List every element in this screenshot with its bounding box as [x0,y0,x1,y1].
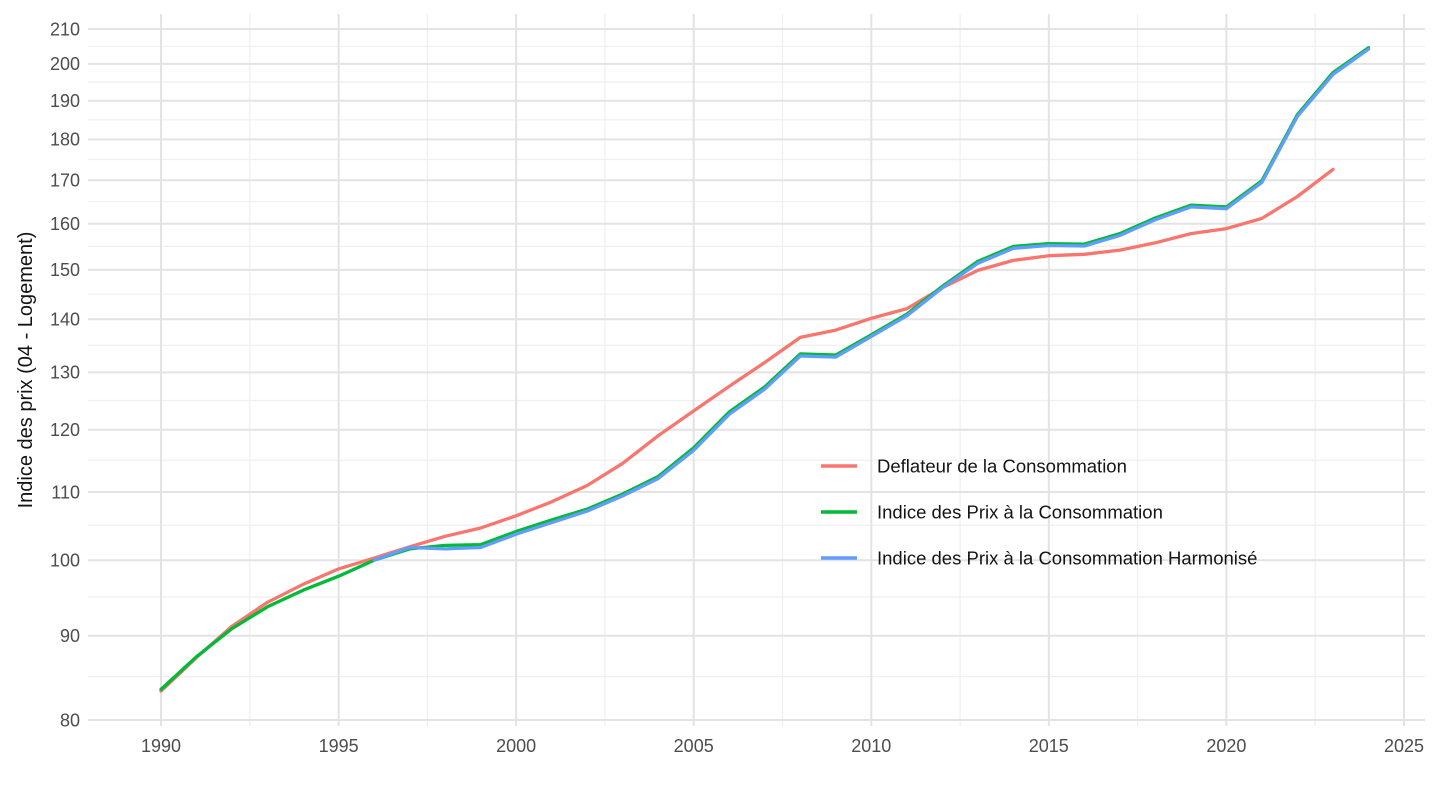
series-line-deflateur [159,167,1335,693]
y-tick-label: 140 [50,310,80,330]
legend-label-ipc: Indice des Prix à la Consommation [877,501,1163,522]
y-tick-label: 190 [50,91,80,111]
x-tick-label: 2020 [1206,736,1246,756]
y-axis-tick-labels: 80 90 100 110 120 130 140 150 160 170 180 190 200 210 [50,19,80,730]
series-lines [159,46,1371,693]
x-tick-label: 2010 [851,736,891,756]
gridlines-major [88,14,1425,726]
y-tick-label: 100 [50,551,80,571]
y-tick-label: 90 [60,626,80,646]
y-tick-label: 130 [50,363,80,383]
legend-label-deflateur: Deflateur de la Consommation [877,455,1127,476]
x-tick-label: 2005 [674,736,714,756]
y-tick-label: 160 [50,214,80,234]
y-tick-label: 170 [50,171,80,191]
x-axis-tick-labels: 1990 1995 2000 2005 2010 2015 2020 2025 [141,736,1424,756]
x-tick-label: 2025 [1384,736,1424,756]
series-line-ipc [159,46,1371,692]
y-tick-label: 120 [50,420,80,440]
legend-label-ipch: Indice des Prix à la Consommation Harmon… [877,547,1257,568]
x-tick-label: 2015 [1029,736,1069,756]
y-tick-label: 210 [50,19,80,39]
y-axis-title: Indice des prix (04 - Logement) [15,232,37,509]
legend: Deflateur de la Consommation Indice des P… [821,455,1257,568]
legend-entry-ipc: Indice des Prix à la Consommation [821,501,1163,522]
legend-entry-ipch: Indice des Prix à la Consommation Harmon… [821,547,1257,568]
series-line-ipch [372,47,1371,562]
y-tick-label: 110 [51,482,80,502]
y-tick-label: 180 [50,130,80,150]
gridlines-minor [88,14,1425,726]
x-tick-label: 1995 [319,736,359,756]
y-tick-label: 150 [50,260,80,280]
x-tick-label: 1990 [141,736,181,756]
y-tick-label: 80 [60,710,80,730]
x-tick-label: 2000 [496,736,536,756]
legend-entry-deflateur: Deflateur de la Consommation [821,455,1127,476]
y-tick-label: 200 [50,54,80,74]
